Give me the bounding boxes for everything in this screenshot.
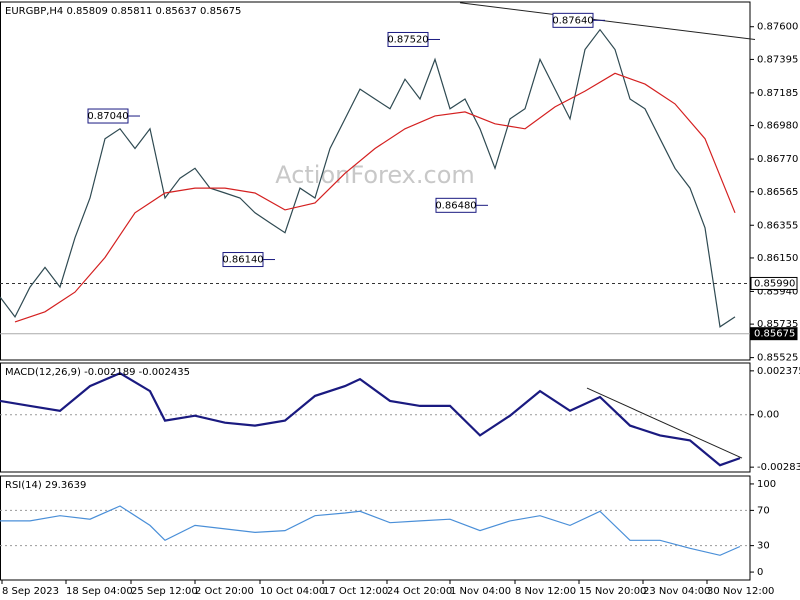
x-tick-label: 1 Nov 04:00: [450, 586, 511, 597]
watermark: ActionForex.com: [275, 161, 475, 189]
x-tick-label: 8 Sep 2023: [2, 586, 59, 597]
y-tick-label: 30: [757, 541, 770, 552]
price-label: 0.86480: [435, 200, 476, 211]
price-label: 0.87520: [387, 34, 428, 45]
series-line: [0, 371, 741, 467]
y-tick-label: 0.00: [757, 410, 779, 421]
y-tick-label: 0.86980: [757, 121, 798, 132]
y-tick-label: 0.86770: [757, 154, 798, 165]
label-box: [222, 252, 264, 268]
x-tick-label: 15 Nov 20:00: [579, 586, 646, 597]
x-tick-label: 18 Sep 04:00: [66, 586, 133, 597]
price-tag-label: 0.85990: [754, 278, 795, 289]
price-tag: [750, 276, 798, 290]
y-tick-label: 0.86150: [757, 253, 798, 264]
price-label: 0.87040: [87, 111, 128, 122]
x-tick-label: 8 Nov 12:00: [515, 586, 576, 597]
panel-frame: [0, 1, 751, 361]
label-box: [552, 12, 594, 28]
panel-frame: [0, 475, 751, 581]
price-tag-label: 0.85675: [754, 329, 795, 340]
x-tick-label: 25 Sep 12:00: [131, 586, 198, 597]
y-tick-label: 0.87395: [757, 54, 798, 65]
label-box: [435, 197, 477, 213]
price-tag: [750, 327, 798, 341]
y-tick-label: 70: [757, 505, 770, 516]
series-line: [0, 505, 741, 556]
y-tick-label: 0.85525: [757, 353, 798, 364]
x-tick-label: 10 Oct 04:00: [260, 586, 325, 597]
x-tick-label: 23 Nov 04:00: [643, 586, 710, 597]
price-label: 0.86140: [222, 255, 263, 266]
x-tick-label: 2 Oct 20:00: [195, 586, 254, 597]
panel-title: RSI(14) 29.3639: [5, 480, 86, 491]
label-box: [387, 31, 429, 47]
x-tick-label: 17 Oct 12:00: [323, 586, 388, 597]
y-tick-label: 0.87185: [757, 88, 798, 99]
price-label: 0.87640: [552, 15, 593, 26]
y-tick-label: 0.002375: [757, 366, 800, 377]
panel-frame: [0, 362, 751, 473]
y-tick-label: 0.86355: [757, 220, 798, 231]
y-tick-label: 0.86565: [757, 187, 798, 198]
label-box: [87, 108, 129, 124]
y-tick-label: 0.87600: [757, 22, 798, 33]
y-tick-label: 0: [757, 567, 763, 578]
series-line: [0, 28, 736, 328]
y-tick-label: 0.85735: [757, 319, 798, 330]
x-tick-label: 30 Nov 12:00: [707, 586, 774, 597]
trend-line: [459, 2, 756, 40]
trend-line: [586, 387, 743, 459]
x-tick-label: 24 Oct 20:00: [387, 586, 452, 597]
panel-title: EURGBP,H4 0.85809 0.85811 0.85637 0.8567…: [5, 6, 241, 17]
y-tick-label: 100: [757, 479, 776, 490]
panel-title: MACD(12,26,9) -0.002189 -0.002435: [5, 367, 190, 378]
series-line: [14, 72, 736, 323]
y-tick-label: 0.85940: [757, 286, 798, 297]
y-tick-label: -0.002838: [757, 462, 800, 473]
